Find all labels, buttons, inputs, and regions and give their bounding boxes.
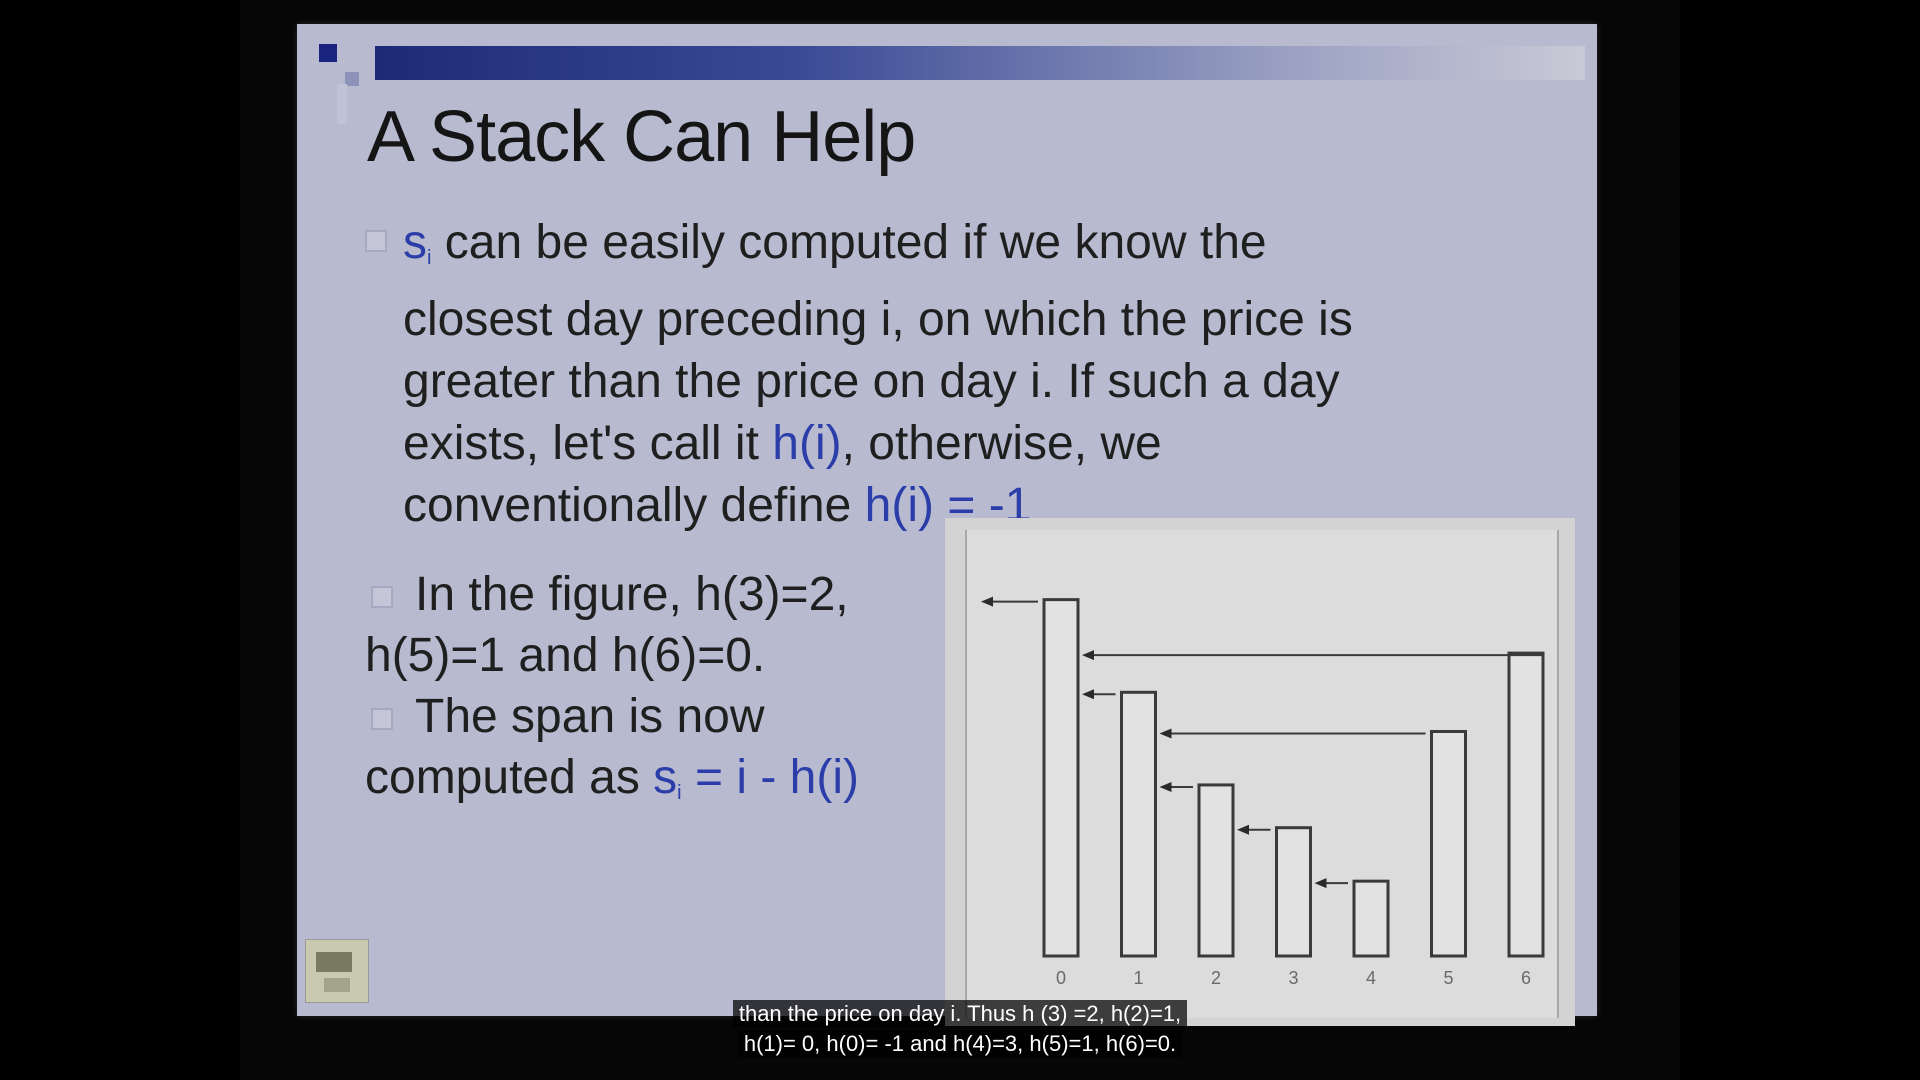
video-subtitle: than the price on day i. Thus h (3) =2, … xyxy=(718,999,1202,1059)
bar-0 xyxy=(1042,598,1080,958)
corner-square-decoration xyxy=(345,72,359,86)
figure-panel: 0 1 2 3 4 5 6 xyxy=(965,530,1559,1018)
stock-span-figure: 0 1 2 3 4 5 6 xyxy=(945,518,1575,1026)
tick-label: 2 xyxy=(1211,968,1221,988)
logo xyxy=(305,939,369,1003)
bar-4 xyxy=(1352,879,1390,958)
bar-1 xyxy=(1120,690,1157,958)
arrow-head-icon xyxy=(1082,650,1094,661)
bullet-square-icon xyxy=(365,230,387,252)
arrow-head-icon xyxy=(1159,728,1172,739)
s-i-subscript: i xyxy=(677,782,682,804)
h-i-symbol: h(i) xyxy=(772,417,842,470)
tick-label: 6 xyxy=(1521,968,1531,988)
corner-square-decoration xyxy=(337,84,347,124)
bar-6 xyxy=(1507,651,1545,958)
s-i-subscript: i xyxy=(427,247,432,269)
arrow-head-icon xyxy=(1314,878,1327,889)
bullet-square-icon xyxy=(371,708,393,730)
subtitle-line-2: h(1)= 0, h(0)= -1 and h(4)=3, h(5)=1, h(… xyxy=(737,1030,1183,1057)
arrow-head-icon xyxy=(981,596,993,607)
slide: A Stack Can Help si can be easily comput… xyxy=(297,24,1597,1026)
tick-label: 3 xyxy=(1288,968,1298,988)
span-formula-text: The span is now computed as xyxy=(365,690,765,804)
bar-5 xyxy=(1430,729,1467,958)
s-i-symbol: s xyxy=(403,216,427,269)
tick-label: 4 xyxy=(1366,968,1376,988)
title-bar-gradient xyxy=(375,46,1585,80)
bullet-square-icon xyxy=(371,586,393,608)
bar-chart: 0 1 2 3 4 5 6 xyxy=(981,596,1545,988)
figure-example-text: In the figure, h(3)=2, h(5)=1 and h(6)=0… xyxy=(365,568,849,682)
tick-label: 1 xyxy=(1133,968,1143,988)
slide-title: A Stack Can Help xyxy=(367,97,916,177)
tick-label: 0 xyxy=(1056,968,1066,988)
subtitle-line-1: than the price on day i. Thus h (3) =2, … xyxy=(732,1000,1188,1027)
arrow-head-icon xyxy=(1159,781,1172,792)
arrow-head-icon xyxy=(1237,824,1249,835)
para1-text-a: can be easily computed if we know the cl… xyxy=(403,216,1353,470)
tick-label: 5 xyxy=(1443,968,1453,988)
s-i-symbol: s xyxy=(653,751,678,804)
bullet-paragraph-1: si can be easily computed if we know the… xyxy=(403,212,1413,537)
span-formula: = i - h(i) xyxy=(681,751,859,804)
logo-mark xyxy=(316,952,352,972)
para1-text-b: , otherwise, we conventionally define xyxy=(403,417,1162,532)
corner-square-decoration xyxy=(319,44,337,62)
arrow-head-icon xyxy=(1082,689,1094,700)
logo-mark xyxy=(324,978,350,992)
bar-2 xyxy=(1197,783,1235,958)
bullet-paragraph-2: In the figure, h(3)=2, h(5)=1 and h(6)=0… xyxy=(365,564,935,824)
bar-3 xyxy=(1275,826,1312,958)
